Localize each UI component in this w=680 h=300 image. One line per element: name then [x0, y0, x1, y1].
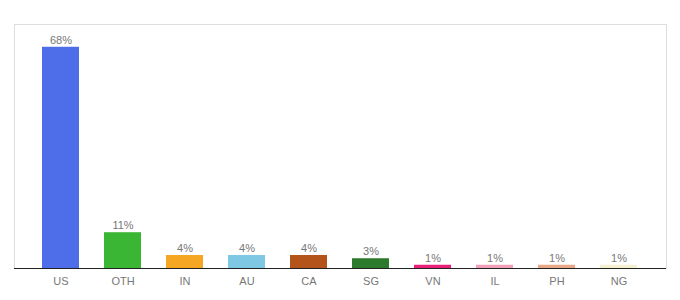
svg-text:US: US [53, 275, 68, 287]
svg-text:VN: VN [425, 275, 440, 287]
svg-text:IL: IL [490, 275, 499, 287]
svg-text:PH: PH [549, 275, 564, 287]
svg-text:4%: 4% [177, 242, 193, 254]
svg-text:SG: SG [363, 275, 379, 287]
svg-text:1%: 1% [487, 252, 503, 264]
svg-text:1%: 1% [425, 252, 441, 264]
svg-text:68%: 68% [50, 34, 72, 46]
svg-text:11%: 11% [112, 219, 133, 231]
svg-text:CA: CA [301, 275, 317, 287]
svg-text:4%: 4% [239, 242, 255, 254]
svg-text:NG: NG [611, 275, 628, 287]
svg-text:OTH: OTH [111, 275, 134, 287]
svg-text:4%: 4% [301, 242, 317, 254]
svg-text:3%: 3% [363, 245, 379, 257]
svg-text:IN: IN [180, 275, 191, 287]
svg-text:1%: 1% [611, 252, 627, 264]
svg-text:AU: AU [239, 275, 254, 287]
svg-text:1%: 1% [549, 252, 565, 264]
